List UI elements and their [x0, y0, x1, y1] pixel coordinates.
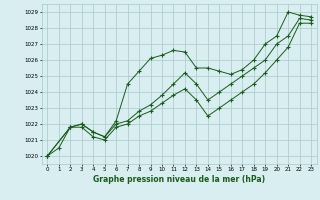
X-axis label: Graphe pression niveau de la mer (hPa): Graphe pression niveau de la mer (hPa): [93, 175, 265, 184]
